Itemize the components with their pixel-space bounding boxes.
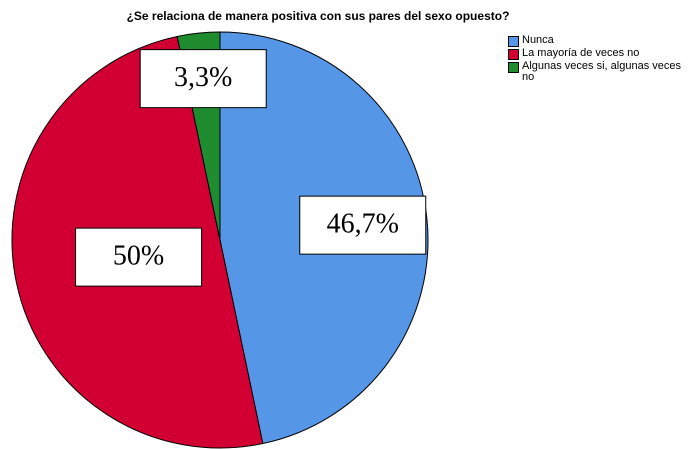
legend-label: Algunas veces si, algunas veces no [522, 60, 681, 83]
data-label: 3,3% [139, 49, 267, 109]
legend-item: Algunas veces si, algunas veces no [508, 61, 688, 83]
value-label: 46,7% [327, 209, 399, 240]
value-label: 50% [113, 241, 164, 272]
label-box [75, 227, 203, 287]
legend-swatch [508, 49, 519, 60]
chart-title: ¿Se relaciona de manera positiva con sus… [127, 9, 510, 23]
value-label: 3,3% [174, 62, 232, 93]
label-box [139, 49, 267, 109]
data-label: 50% [75, 227, 203, 287]
legend-swatch [508, 36, 519, 47]
legend-item: Nunca [508, 35, 688, 47]
legend-swatch [508, 62, 519, 73]
legend-label: Nunca [522, 34, 554, 46]
data-label: 46,7% [299, 195, 427, 255]
legend: Nunca La mayoría de veces no Algunas veces… [508, 35, 688, 84]
label-box [299, 195, 427, 255]
legend-label: La mayoría de veces no [522, 47, 640, 59]
legend-item: La mayoría de veces no [508, 48, 688, 60]
